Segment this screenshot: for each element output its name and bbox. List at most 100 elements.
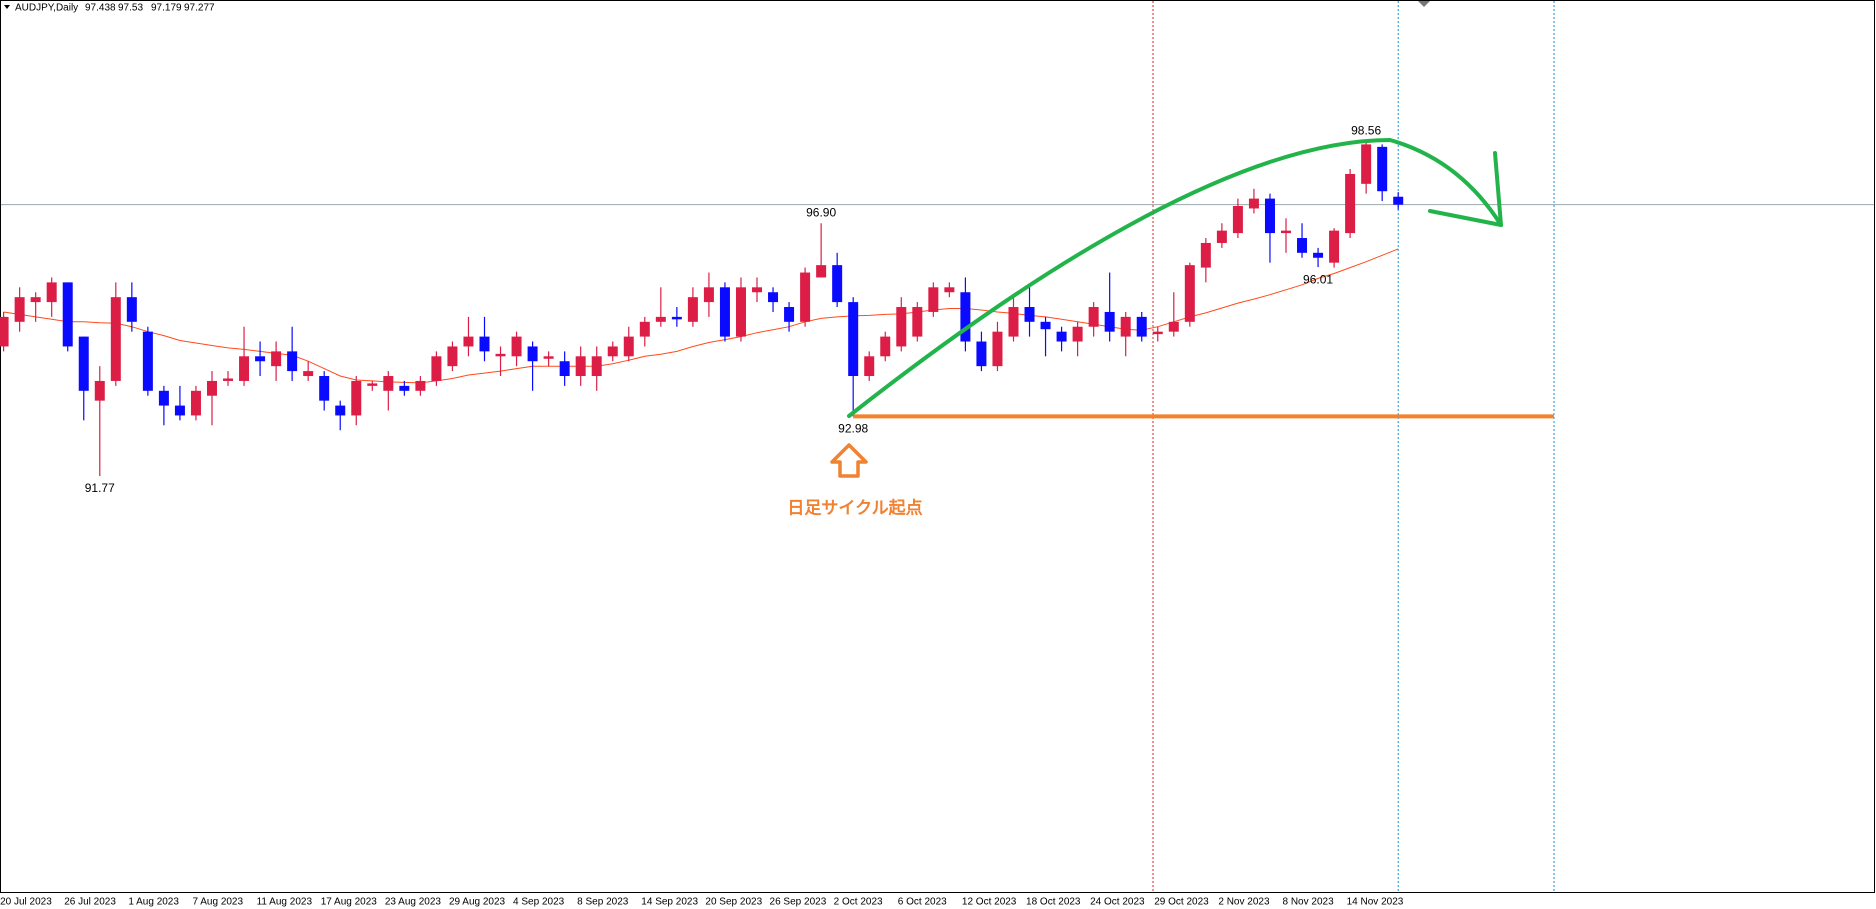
candle-body [110,297,121,381]
x-tick-label: 23 Aug 2023 [385,897,442,908]
candle-body [1184,265,1195,322]
x-tick-label: 17 Aug 2023 [321,897,378,908]
candle-body [559,361,570,377]
candle-body [768,292,779,303]
candle-body [1264,198,1275,234]
candle-body [575,356,586,377]
candle-body [1136,316,1147,337]
candle-body [1248,198,1259,209]
candle-body [607,346,618,357]
candle-body [864,356,875,377]
candle-body [174,405,185,416]
x-tick-label: 26 Jul 2023 [64,897,116,908]
candle-body [960,292,971,342]
candle-body [1313,252,1324,258]
candle-body [303,371,314,377]
candle-body [1393,196,1404,205]
x-tick-label: 20 Jul 2023 [0,897,52,908]
candle-body [735,287,746,337]
candle-body [687,297,698,322]
x-tick-label: 29 Aug 2023 [449,897,506,908]
candle-body [816,265,827,278]
candle-body [896,307,907,347]
x-tick-label: 20 Sep 2023 [705,897,762,908]
candle-body [319,376,330,401]
candle-body [335,405,346,416]
price-label: 98.56 [1351,124,1381,138]
candle-body [527,346,538,362]
candle-body [880,336,891,357]
x-tick-label: 2 Oct 2023 [834,897,883,908]
candle-body [1329,230,1340,263]
cycle-arrow [847,137,1503,418]
candle-body [1072,326,1083,342]
x-tick-label: 8 Nov 2023 [1283,897,1335,908]
x-tick-label: 6 Oct 2023 [898,897,947,908]
candle-body [190,390,201,416]
candle-body [1152,331,1163,335]
candle-body [126,297,137,322]
menu-triangle [4,5,10,9]
candle-body [800,272,811,322]
candle-body [1200,242,1211,268]
candle-body [1345,173,1356,234]
candle-body [1361,144,1372,184]
price-label: 96.90 [806,205,836,219]
candle-body [463,336,474,347]
candle-body [944,287,955,293]
candle-body [1056,331,1067,342]
candle-body [94,380,105,401]
x-tick-label: 14 Nov 2023 [1347,897,1404,908]
candle-body [271,351,282,367]
candle-body [671,316,682,320]
candle-body [30,297,41,303]
x-tick-label: 14 Sep 2023 [641,897,698,908]
candle-body [447,346,458,367]
candle-body [1088,307,1099,327]
x-tick-label: 11 Aug 2023 [257,897,313,908]
candle-body [62,282,73,347]
candle-body [1008,307,1019,337]
candle-body [351,380,362,416]
x-tick-label: 8 Sep 2023 [577,897,629,908]
candle-body [479,336,490,352]
price-label: 92.98 [838,422,868,436]
x-tick-label: 24 Oct 2023 [1090,897,1145,908]
candle-body [239,356,250,381]
x-tick-label: 29 Oct 2023 [1154,897,1209,908]
candle-body [976,341,987,367]
moving-average [3,248,1399,384]
candle-body [928,287,939,312]
x-tick-label: 4 Sep 2023 [513,897,565,908]
price-label: 96.01 [1303,272,1333,286]
candle-body [591,356,602,377]
ohlc-close: 97.277 [184,3,215,14]
candle-body [655,316,666,322]
candle-body [848,302,859,377]
candle-body [623,336,634,357]
candle-body [415,380,426,391]
candle-body [255,356,266,362]
start-arrow [830,443,868,478]
candle-body [1297,238,1308,253]
x-tick-label: 26 Sep 2023 [770,897,827,908]
x-tick-label: 18 Oct 2023 [1026,897,1081,908]
candle-body [367,383,378,386]
candle-body [223,378,234,381]
shift-marker [1418,1,1430,7]
price-label: 91.77 [85,481,115,495]
candle-body [752,287,763,293]
candle-body [639,321,650,337]
candle-body [383,376,394,391]
ohlc-low: 97.179 [151,3,182,14]
candle-body [1168,321,1179,332]
cycle-arrow-head [1428,151,1503,227]
x-tick-label: 2 Nov 2023 [1218,897,1270,908]
candle-body [1216,230,1227,243]
candle-body [1281,230,1291,234]
x-tick-label: 7 Aug 2023 [192,897,243,908]
candle-body [495,353,506,357]
candle-body [511,336,522,357]
candle-body [14,297,25,322]
